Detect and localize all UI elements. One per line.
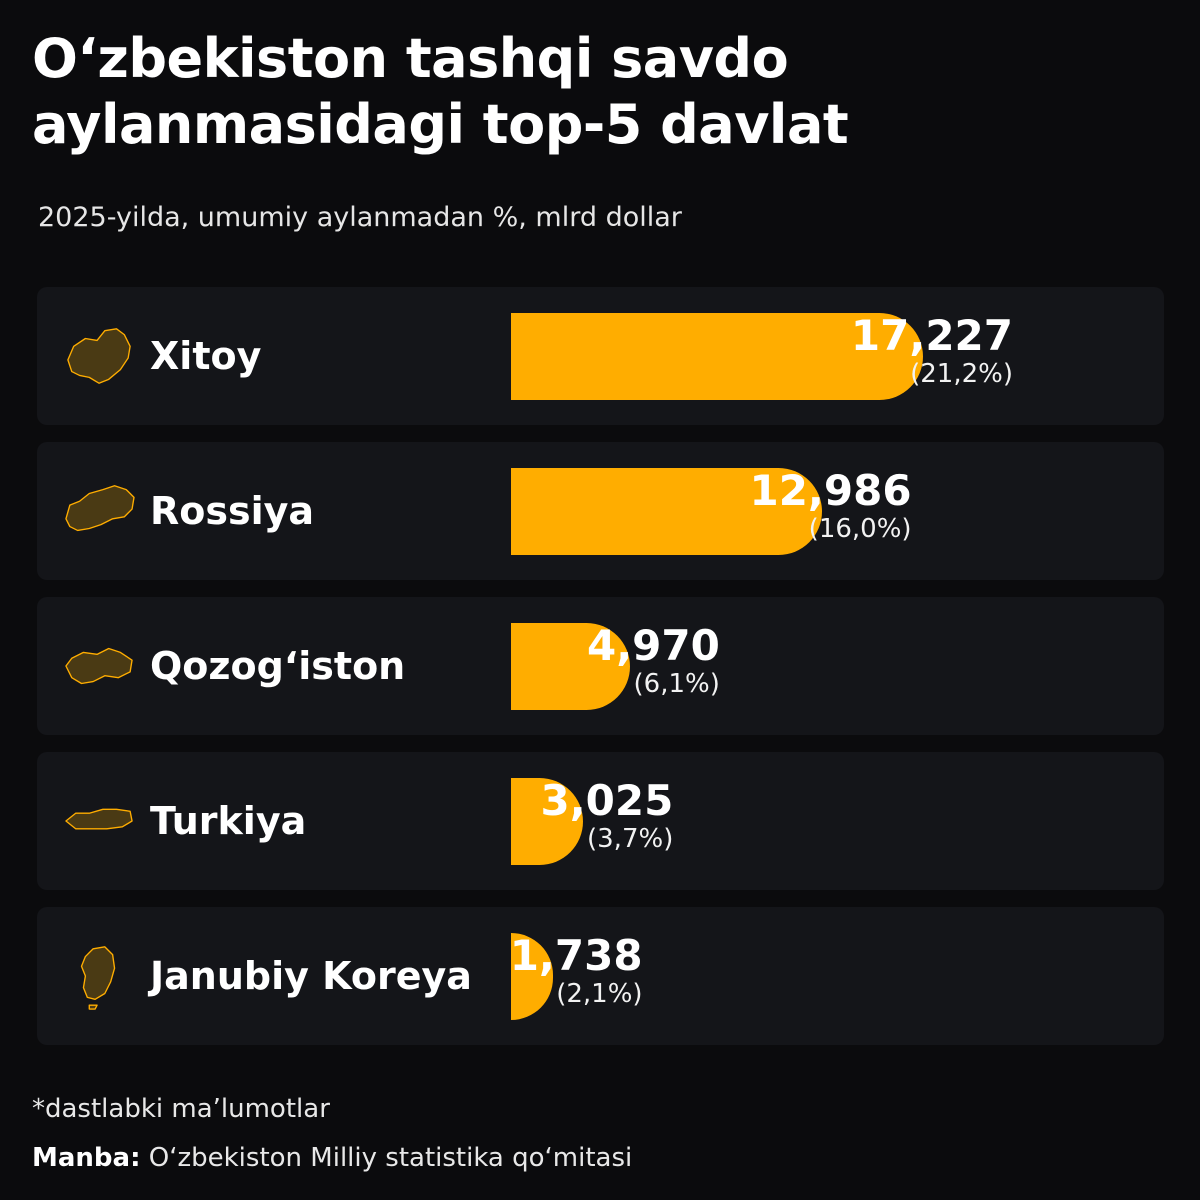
south-korea-map-icon bbox=[80, 946, 116, 1010]
category-label: Qozog‘iston bbox=[150, 644, 406, 688]
chart-row: Turkiya 3,025 (3,7%) bbox=[37, 752, 1164, 890]
value-label-group: 3,025 (3,7%) bbox=[453, 776, 674, 855]
value-label: 4,970 bbox=[587, 621, 720, 670]
source-label: Manba: bbox=[32, 1143, 141, 1173]
bar bbox=[511, 623, 630, 710]
chart-subtitle: 2025-yilda, umumiy aylanmadan %, mlrd do… bbox=[38, 202, 682, 233]
value-label: 17,227 bbox=[850, 311, 1013, 360]
footnote: *dastlabki ma’lumotlar bbox=[32, 1094, 330, 1124]
category-label: Xitoy bbox=[150, 334, 262, 378]
value-label: 1,738 bbox=[509, 931, 643, 980]
chart-row: Rossiya 12,986 (16,0%) bbox=[37, 442, 1164, 580]
value-label-group: 12,986 (16,0%) bbox=[692, 466, 912, 545]
china-map-icon bbox=[67, 328, 131, 384]
bar bbox=[511, 468, 822, 555]
percent-label: (3,7%) bbox=[587, 824, 674, 854]
percent-label: (21,2%) bbox=[910, 359, 1013, 389]
value-label-group: 1,738 (2,1%) bbox=[423, 931, 643, 1010]
bar bbox=[511, 778, 584, 865]
chart-row: Janubiy Koreya 1,738 (2,1%) bbox=[37, 907, 1164, 1045]
category-label: Janubiy Koreya bbox=[150, 954, 472, 998]
source-line: Manba: O‘zbekiston Milliy statistika qo‘… bbox=[32, 1143, 632, 1173]
russia-map-icon bbox=[65, 485, 135, 532]
category-label: Turkiya bbox=[150, 799, 307, 843]
percent-label: (2,1%) bbox=[556, 979, 643, 1009]
value-label-group: 17,227 (21,2%) bbox=[793, 311, 1013, 390]
percent-label: (16,0%) bbox=[808, 514, 912, 544]
kazakhstan-map-icon bbox=[65, 647, 133, 685]
value-label: 3,025 bbox=[540, 776, 674, 825]
chart-row: Qozog‘iston 4,970 (6,1%) bbox=[37, 597, 1164, 735]
chart-title: O‘zbekiston tashqi savdo aylanmasidagi t… bbox=[32, 27, 849, 156]
category-label: Rossiya bbox=[150, 489, 315, 533]
value-label: 12,986 bbox=[749, 466, 912, 515]
source-text: O‘zbekiston Milliy statistika qo‘mitasi bbox=[148, 1143, 633, 1173]
value-label-group: 4,970 (6,1%) bbox=[500, 621, 720, 700]
turkey-map-icon bbox=[65, 808, 133, 830]
bar bbox=[511, 313, 923, 400]
bar-chart: Xitoy 17,227 (21,2%) Rossiya 12,986 (16,0%) Qo… bbox=[37, 287, 1164, 1062]
percent-label: (6,1%) bbox=[633, 669, 720, 699]
chart-row: Xitoy 17,227 (21,2%) bbox=[37, 287, 1164, 425]
